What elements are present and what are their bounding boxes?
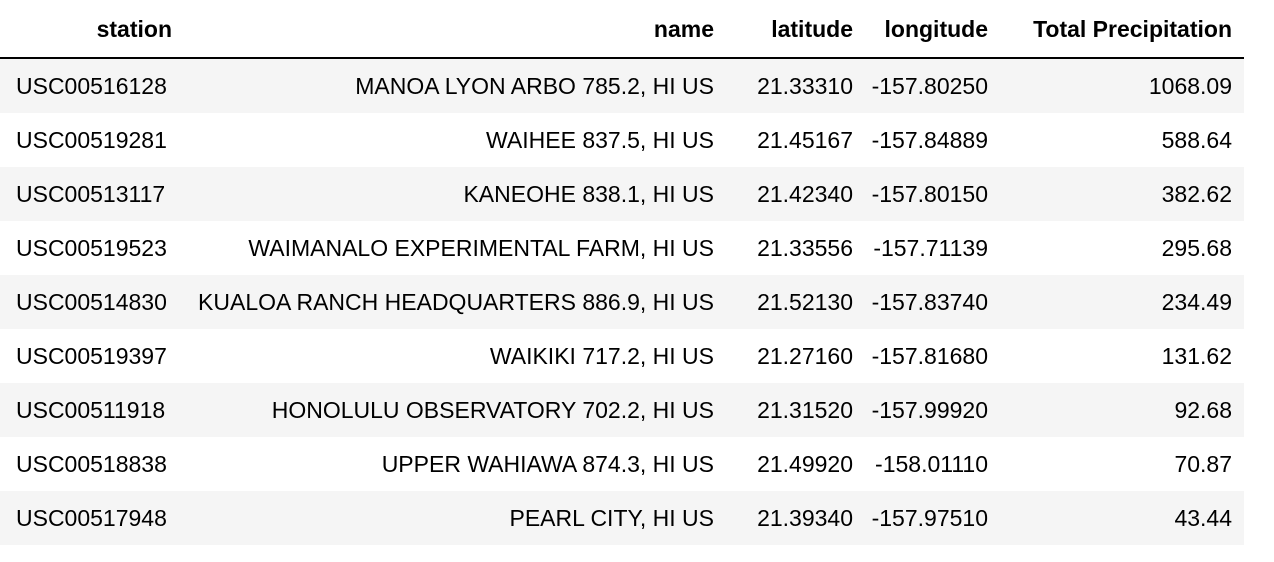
cell-latitude: 21.27160 — [726, 329, 865, 383]
column-header-longitude: longitude — [865, 0, 1002, 59]
cell-longitude: -157.80250 — [865, 58, 1002, 113]
table-row: USC00519523 WAIMANALO EXPERIMENTAL FARM,… — [0, 221, 1244, 275]
cell-total-precipitation: 234.49 — [1002, 275, 1244, 329]
table-row: USC00519397 WAIKIKI 717.2, HI US 21.2716… — [0, 329, 1244, 383]
cell-longitude: -157.80150 — [865, 167, 1002, 221]
cell-total-precipitation: 43.44 — [1002, 491, 1244, 545]
cell-total-precipitation: 131.62 — [1002, 329, 1244, 383]
cell-station: USC00513117 — [0, 167, 188, 221]
table-row: USC00516128 MANOA LYON ARBO 785.2, HI US… — [0, 58, 1244, 113]
cell-station: USC00519523 — [0, 221, 188, 275]
cell-total-precipitation: 70.87 — [1002, 437, 1244, 491]
cell-station: USC00519397 — [0, 329, 188, 383]
cell-station: USC00514830 — [0, 275, 188, 329]
cell-latitude: 21.42340 — [726, 167, 865, 221]
cell-name: KANEOHE 838.1, HI US — [188, 167, 726, 221]
table-row: USC00518838 UPPER WAHIAWA 874.3, HI US 2… — [0, 437, 1244, 491]
header-row: station name latitude longitude Total Pr… — [0, 0, 1244, 59]
column-header-total-precipitation: Total Precipitation — [1002, 0, 1244, 59]
cell-name: WAIHEE 837.5, HI US — [188, 113, 726, 167]
cell-name: WAIKIKI 717.2, HI US — [188, 329, 726, 383]
column-header-station: station — [0, 0, 188, 59]
cell-name: MANOA LYON ARBO 785.2, HI US — [188, 58, 726, 113]
cell-total-precipitation: 382.62 — [1002, 167, 1244, 221]
cell-total-precipitation: 588.64 — [1002, 113, 1244, 167]
cell-longitude: -157.97510 — [865, 491, 1002, 545]
cell-total-precipitation: 92.68 — [1002, 383, 1244, 437]
table-row: USC00517948 PEARL CITY, HI US 21.39340 -… — [0, 491, 1244, 545]
cell-name: HONOLULU OBSERVATORY 702.2, HI US — [188, 383, 726, 437]
cell-station: USC00519281 — [0, 113, 188, 167]
table-body: USC00516128 MANOA LYON ARBO 785.2, HI US… — [0, 58, 1244, 545]
table-row: USC00519281 WAIHEE 837.5, HI US 21.45167… — [0, 113, 1244, 167]
cell-latitude: 21.49920 — [726, 437, 865, 491]
table-header: station name latitude longitude Total Pr… — [0, 0, 1244, 59]
cell-longitude: -157.83740 — [865, 275, 1002, 329]
cell-name: UPPER WAHIAWA 874.3, HI US — [188, 437, 726, 491]
column-header-latitude: latitude — [726, 0, 865, 59]
cell-longitude: -157.99920 — [865, 383, 1002, 437]
cell-name: PEARL CITY, HI US — [188, 491, 726, 545]
column-header-name: name — [188, 0, 726, 59]
cell-longitude: -157.81680 — [865, 329, 1002, 383]
cell-station: USC00517948 — [0, 491, 188, 545]
cell-latitude: 21.39340 — [726, 491, 865, 545]
table-row: USC00514830 KUALOA RANCH HEADQUARTERS 88… — [0, 275, 1244, 329]
cell-station: USC00511918 — [0, 383, 188, 437]
cell-longitude: -157.71139 — [865, 221, 1002, 275]
table-row: USC00513117 KANEOHE 838.1, HI US 21.4234… — [0, 167, 1244, 221]
cell-latitude: 21.31520 — [726, 383, 865, 437]
table-row: USC00511918 HONOLULU OBSERVATORY 702.2, … — [0, 383, 1244, 437]
cell-latitude: 21.45167 — [726, 113, 865, 167]
cell-total-precipitation: 295.68 — [1002, 221, 1244, 275]
cell-latitude: 21.52130 — [726, 275, 865, 329]
cell-station: USC00518838 — [0, 437, 188, 491]
dataframe-table: station name latitude longitude Total Pr… — [0, 0, 1244, 545]
cell-latitude: 21.33310 — [726, 58, 865, 113]
cell-latitude: 21.33556 — [726, 221, 865, 275]
cell-total-precipitation: 1068.09 — [1002, 58, 1244, 113]
cell-longitude: -158.01110 — [865, 437, 1002, 491]
dataframe-table-container: station name latitude longitude Total Pr… — [0, 0, 1244, 545]
cell-longitude: -157.84889 — [865, 113, 1002, 167]
cell-name: KUALOA RANCH HEADQUARTERS 886.9, HI US — [188, 275, 726, 329]
cell-station: USC00516128 — [0, 58, 188, 113]
cell-name: WAIMANALO EXPERIMENTAL FARM, HI US — [188, 221, 726, 275]
